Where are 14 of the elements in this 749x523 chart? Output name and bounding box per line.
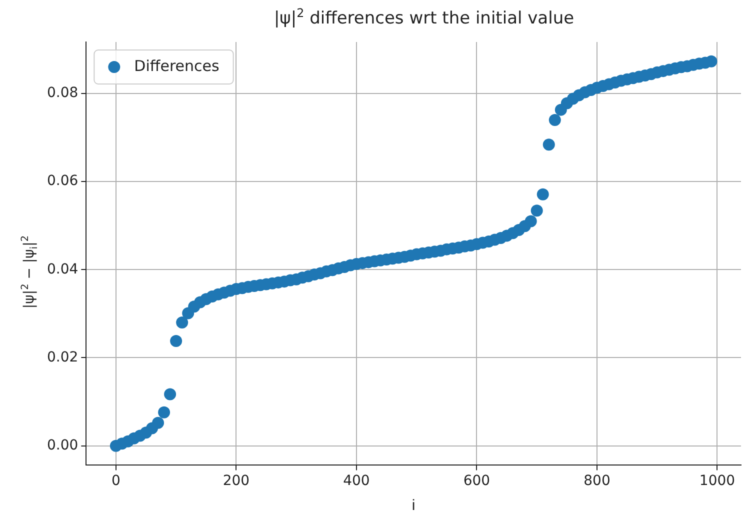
chart-title: |ψ|$^{2}$ differences wrt the initial value: [272, 6, 576, 29]
x-tick-label: 800: [584, 473, 610, 490]
x-tick-label: 400: [343, 473, 370, 490]
legend-label: Differences: [134, 56, 220, 75]
y-tick-label: 0.04: [47, 261, 78, 278]
y-tick-label: 0.06: [47, 173, 78, 190]
y-tick-label: 0.08: [47, 85, 78, 102]
y-tick-label: 0.00: [47, 437, 78, 454]
x-tick-label: 0: [111, 473, 120, 490]
x-tick-label: 600: [463, 473, 490, 490]
y-tick-label: 0.02: [47, 349, 78, 366]
x-axis-title: i: [412, 497, 416, 514]
x-tick-label: 1000: [699, 473, 736, 490]
x-tick-label: 200: [222, 473, 250, 490]
